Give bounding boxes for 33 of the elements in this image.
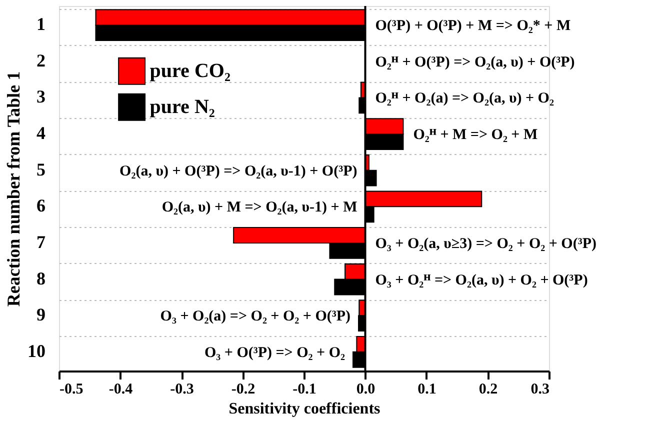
y-tick-label: 9 [36, 304, 46, 325]
annotation: O₃ + O₂ᴴ => O₂(a, υ) + O₂ + O(³P) [375, 272, 588, 288]
annotation: O₂ᴴ + M => O₂ + M [413, 127, 538, 144]
y-tick-label: 4 [36, 123, 46, 144]
y-tick-label: 7 [36, 232, 46, 252]
y-tick-label: 8 [36, 268, 46, 288]
x-tick-label: 0.2 [478, 382, 498, 398]
annotation: O₃ + O₂(a, υ≥3) => O₂ + O₂ + O(³P) [375, 236, 596, 252]
annotation: O₂ᴴ + O(³P) => O₂(a, υ) + O(³P) [375, 54, 575, 70]
y-tick-label: 3 [36, 86, 46, 107]
annotation: O₂(a, υ) + M => O₂(a, υ-1) + M [162, 200, 358, 216]
legend-label: pure N₂ [150, 96, 215, 118]
y-tick-label: 6 [36, 196, 46, 216]
x-tick-label: -0.3 [170, 382, 194, 398]
x-tick-label: -0.5 [60, 382, 84, 398]
legend-label: pure CO₂ [150, 60, 230, 82]
annotation: O₂(a, υ) + O(³P) => O₂(a, υ-1) + O(³P) [120, 163, 358, 180]
annotation: O₃ + O₂(a) => O₂ + O₂ + O(³P) [160, 308, 351, 325]
annotation: O₃ + O(³P) => O₂ + O₂ [204, 344, 346, 361]
y-tick-label: 1 [36, 14, 46, 34]
y-tick-label: 2 [36, 50, 46, 70]
x-tick-label: -0.4 [108, 382, 134, 398]
x-tick-label: 0.1 [418, 382, 436, 398]
x-tick-label: 0.3 [530, 382, 550, 398]
x-tick-label: -0.1 [292, 382, 316, 398]
x-tick-label: -0.2 [231, 382, 256, 398]
y-axis-title: Reaction number from Table 1 [4, 71, 24, 307]
x-tick-label: 0.0 [356, 382, 376, 398]
annotation: O₂ᴴ + O₂(a) => O₂(a, υ) + O₂ [375, 90, 554, 107]
y-tick-label: 5 [36, 159, 46, 180]
x-axis-title: Sensitivity coefficients [228, 400, 380, 418]
y-tick-label: 10 [28, 340, 46, 361]
annotation: O(³P) + O(³P) + M => O₂* + M [375, 18, 571, 34]
